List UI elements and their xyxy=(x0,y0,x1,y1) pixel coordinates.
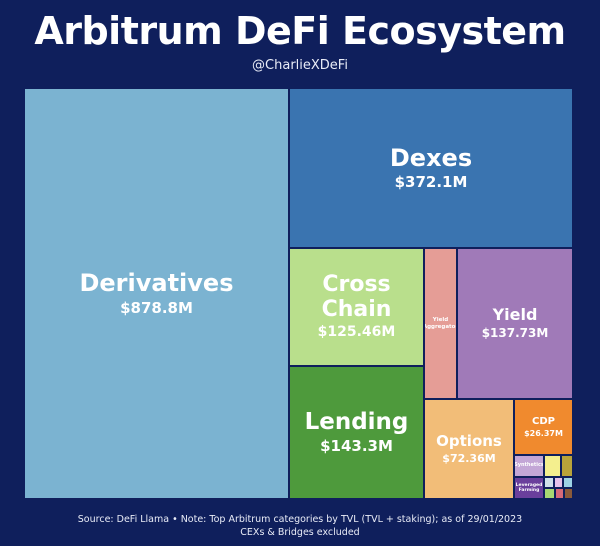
tile-value-dexes: $372.1M xyxy=(394,173,468,192)
footer-note: Source: DeFi Llama • Note: Top Arbitrum … xyxy=(0,513,600,539)
tile-leveraged-farming: Leveraged Farming xyxy=(514,477,544,499)
tile-label-yield-aggregator: Yield Aggregator xyxy=(424,317,457,330)
tile-value-cross-chain: $125.46M xyxy=(317,324,396,341)
tile-value-yield: $137.73M xyxy=(481,326,549,341)
tile-minor-category xyxy=(544,477,554,488)
tile-value-lending: $143.3M xyxy=(320,437,393,456)
tile-label-leveraged-farming: Leveraged Farming xyxy=(515,482,543,493)
tile-minor-category xyxy=(554,477,563,488)
tile-value-options: $72.36M xyxy=(442,451,496,465)
tile-label-cdp: CDP xyxy=(532,415,555,427)
tile-synthetics: Synthetics xyxy=(514,455,544,477)
chart-title: Arbitrum DeFi Ecosystem xyxy=(34,9,566,53)
tile-yield-aggregator: Yield Aggregator xyxy=(424,248,457,399)
tile-dexes: Dexes $372.1M xyxy=(289,88,573,248)
tile-label-cross-chain: Cross Chain xyxy=(321,271,392,322)
tile-options: Options $72.36M xyxy=(424,399,514,499)
exclusion-note: CEXs & Bridges excluded xyxy=(240,527,360,538)
tile-minor-category xyxy=(564,488,573,499)
tile-minor-category xyxy=(561,455,573,477)
tile-cross-chain: Cross Chain $125.46M xyxy=(289,248,424,366)
tile-yield: Yield $137.73M xyxy=(457,248,573,399)
tile-minor-category xyxy=(544,455,561,477)
tile-label-options: Options xyxy=(436,432,502,450)
tile-derivatives: Derivatives $878.8M xyxy=(24,88,289,499)
source-note: Source: DeFi Llama • Note: Top Arbitrum … xyxy=(77,514,523,525)
tile-lending: Lending $143.3M xyxy=(289,366,424,499)
tile-label-dexes: Dexes xyxy=(389,143,473,172)
tile-label-derivatives: Derivatives xyxy=(79,269,234,298)
author-handle: @CharlieXDeFi xyxy=(252,58,348,73)
tile-value-cdp: $26.37M xyxy=(524,428,563,438)
tile-label-lending: Lending xyxy=(304,408,409,435)
tile-minor-category xyxy=(563,477,573,488)
tile-value-derivatives: $878.8M xyxy=(120,298,193,317)
tile-label-synthetics: Synthetics xyxy=(514,462,544,469)
tile-label-yield: Yield xyxy=(492,305,538,325)
tile-minor-category xyxy=(544,488,555,499)
tile-minor-category xyxy=(555,488,564,499)
tile-cdp: CDP $26.37M xyxy=(514,399,573,455)
